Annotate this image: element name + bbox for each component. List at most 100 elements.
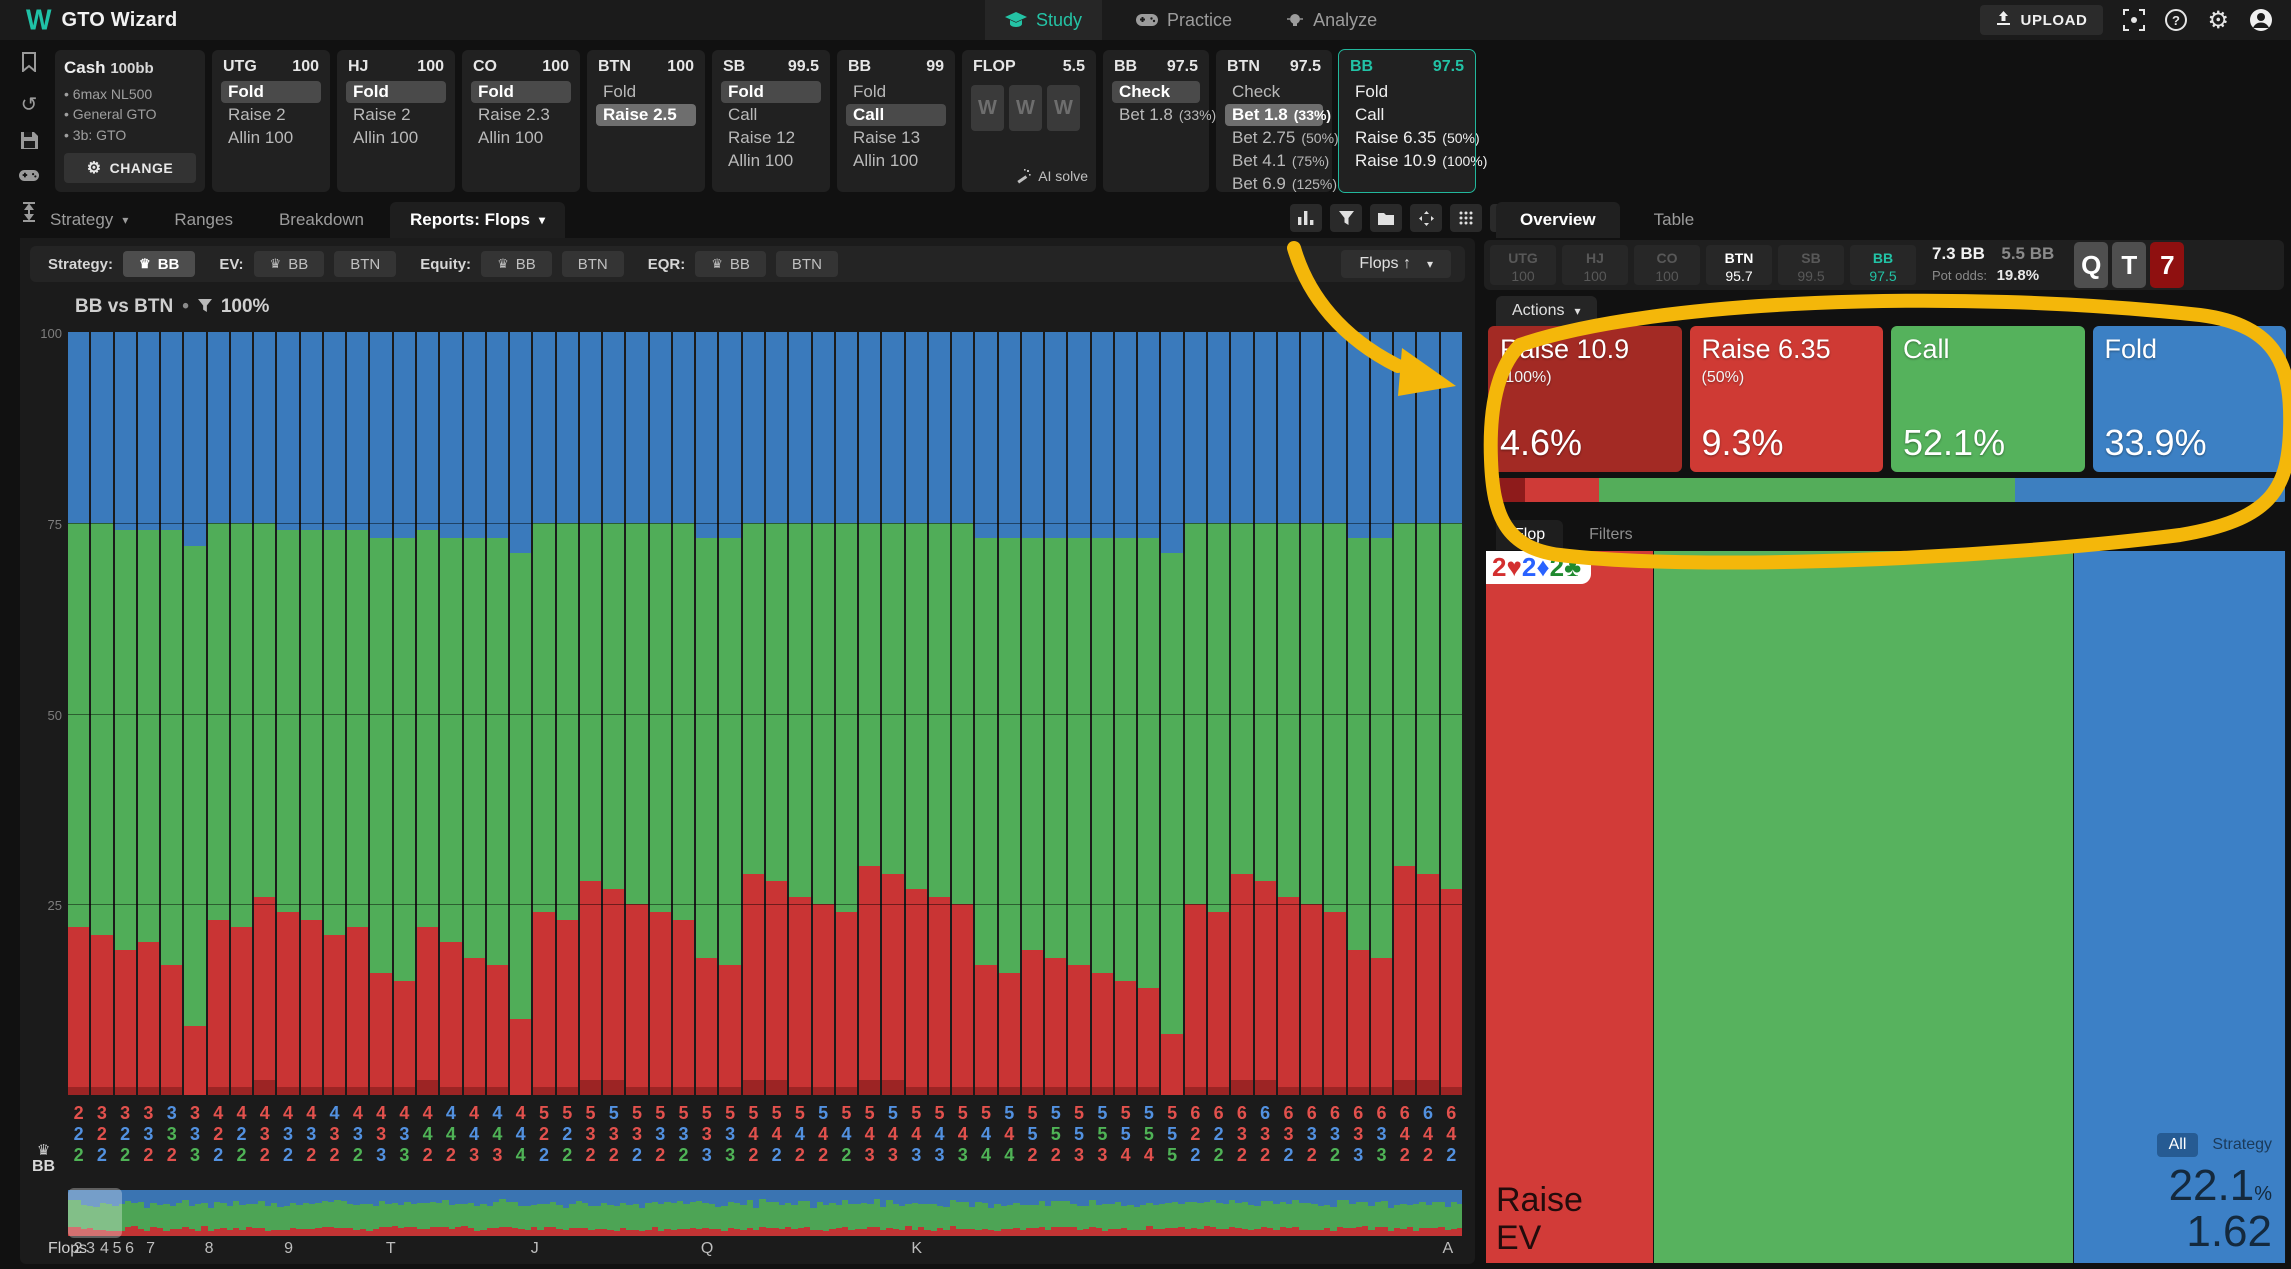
flop-strategy-bar[interactable]	[1370, 332, 1393, 1095]
flop-strategy-bar[interactable]	[114, 332, 136, 1095]
action-row[interactable]: Raise 10.9 (100%)	[1348, 150, 1487, 172]
action-row[interactable]: Fold	[721, 81, 821, 103]
flop-strategy-bar[interactable]	[161, 332, 183, 1095]
brand[interactable]: W GTO Wizard	[0, 5, 430, 33]
flop-strategy-bar[interactable]	[1277, 332, 1300, 1095]
toggle-strategy[interactable]: Strategy	[2212, 1135, 2272, 1153]
flop-strategy-bar[interactable]	[347, 332, 369, 1095]
position-cell-hj[interactable]: HJ 100	[1562, 245, 1628, 285]
flop-strategy-bar[interactable]	[486, 332, 509, 1095]
fit-screen-icon[interactable]	[1410, 204, 1442, 232]
flop-strategy-bar[interactable]	[905, 332, 927, 1095]
metric-toggle-btn[interactable]: BTN	[561, 251, 624, 277]
flops-minimap[interactable]	[68, 1190, 1462, 1236]
metric-toggle-bb[interactable]: ♛ BB	[695, 251, 766, 277]
screenshot-icon[interactable]	[2123, 9, 2146, 31]
action-row[interactable]: Fold	[346, 81, 446, 103]
flop-strategy-bar[interactable]	[1161, 332, 1183, 1095]
action-row[interactable]: Check	[1225, 81, 1323, 103]
metric-toggle-bb[interactable]: ♛ BB	[481, 251, 552, 277]
action-row[interactable]: Fold	[1348, 81, 1466, 103]
action-row[interactable]: Allin 100	[471, 127, 571, 149]
position-cell-btn[interactable]: BTN 95.7	[1706, 245, 1772, 285]
position-cell-sb[interactable]: SB 99.5	[1778, 245, 1844, 285]
flop-strategy-bar[interactable]	[579, 332, 602, 1095]
action-row[interactable]: Raise 6.35 (50%)	[1348, 127, 1480, 149]
action-row[interactable]: Fold	[596, 81, 696, 103]
flop-strategy-bar[interactable]	[440, 332, 462, 1095]
action-row[interactable]: Fold	[846, 81, 946, 103]
fit-height-icon[interactable]	[22, 202, 36, 227]
flop-strategy-bar[interactable]	[463, 332, 485, 1095]
upload-button[interactable]: UPLOAD	[1979, 5, 2104, 35]
bar-chart-icon[interactable]	[1290, 204, 1322, 232]
action-box-fold[interactable]: Fold 33.9%	[2092, 326, 2286, 472]
flops-sort-dropdown[interactable]: Flops ↑ ▾	[1341, 250, 1451, 278]
flop-strategy-bar[interactable]	[1208, 332, 1230, 1095]
action-row[interactable]: Allin 100	[721, 150, 821, 172]
position-cell-bb[interactable]: BB 97.5	[1850, 245, 1916, 285]
metric-toggle-bb[interactable]: ♛ BB	[253, 251, 325, 277]
action-row[interactable]: Raise 13	[846, 127, 946, 149]
save-icon[interactable]	[20, 132, 38, 154]
metric-toggle-btn[interactable]: BTN	[775, 251, 838, 277]
flop-strategy-bar[interactable]	[928, 332, 951, 1095]
nav-tab-study[interactable]: Study	[985, 0, 1103, 40]
action-row[interactable]: Bet 6.9 (125%)	[1225, 173, 1337, 195]
flop-strategy-bar[interactable]	[1021, 332, 1044, 1095]
flop-strategy-bar[interactable]	[184, 332, 206, 1095]
flop-strategy-bar[interactable]	[719, 332, 741, 1095]
flop-strategy-bar[interactable]	[1045, 332, 1067, 1095]
flop-strategy-bar[interactable]	[882, 332, 904, 1095]
flop-strategy-bar[interactable]	[859, 332, 881, 1095]
flop-strategy-bar[interactable]	[789, 332, 811, 1095]
account-icon[interactable]	[2249, 8, 2273, 32]
filter-icon[interactable]	[1330, 204, 1362, 232]
flop-strategy-bar[interactable]	[1301, 332, 1323, 1095]
flop-strategy-bar[interactable]	[1091, 332, 1113, 1095]
action-row[interactable]: Allin 100	[221, 127, 321, 149]
minimap-selection-window[interactable]	[68, 1188, 122, 1238]
gamepad-icon[interactable]	[19, 169, 39, 187]
tab-ranges[interactable]: Ranges	[174, 210, 233, 229]
action-box-raise-6-35[interactable]: Raise 6.35 (50%) 9.3%	[1689, 326, 1883, 472]
flop-strategy-bar[interactable]	[533, 332, 555, 1095]
nav-tab-practice[interactable]: Practice	[1116, 0, 1252, 40]
action-box-call[interactable]: Call 52.1%	[1891, 326, 2085, 472]
tab-reports-flops[interactable]: Reports: Flops ▾	[390, 202, 565, 238]
folder-icon[interactable]	[1370, 204, 1402, 232]
gear-icon[interactable]: ⚙	[2207, 6, 2229, 34]
tab-strategy[interactable]: Strategy ▾	[50, 210, 129, 229]
flop-strategy-bar[interactable]	[1347, 332, 1369, 1095]
flop-strategy-bar[interactable]	[370, 332, 392, 1095]
card-placeholder[interactable]: W	[1047, 85, 1080, 131]
flop-strategy-bar[interactable]	[1231, 332, 1253, 1095]
flop-strategy-bar[interactable]	[556, 332, 578, 1095]
flop-strategy-bar[interactable]	[1068, 332, 1090, 1095]
filter-icon[interactable]	[197, 296, 212, 318]
action-row[interactable]: Check	[1112, 81, 1200, 103]
flop-strategy-bar[interactable]	[672, 332, 695, 1095]
flop-strategy-bar[interactable]	[975, 332, 997, 1095]
flop-strategy-bar[interactable]	[277, 332, 299, 1095]
ai-solve-button[interactable]: AI solve	[1016, 168, 1088, 184]
card-placeholder[interactable]: W	[971, 85, 1004, 131]
action-row[interactable]: Bet 4.1 (75%)	[1225, 150, 1329, 172]
flop-strategy-bar[interactable]	[952, 332, 974, 1095]
flop-strategy-bar[interactable]	[998, 332, 1020, 1095]
help-icon[interactable]: ?	[2165, 9, 2188, 31]
action-row[interactable]: Fold	[471, 81, 571, 103]
action-row[interactable]: Raise 2.3	[471, 104, 571, 126]
flop-strategy-bar[interactable]	[742, 332, 764, 1095]
metric-toggle-bb[interactable]: ♛ BB	[123, 251, 196, 277]
change-settings-button[interactable]: ⚙ CHANGE	[64, 153, 196, 183]
flop-strategy-bar[interactable]	[393, 332, 415, 1095]
flop-strategy-bar[interactable]	[416, 332, 439, 1095]
toggle-all[interactable]: All	[2156, 1132, 2199, 1157]
tab-overview[interactable]: Overview	[1496, 202, 1620, 238]
flop-strategy-bar[interactable]	[765, 332, 788, 1095]
action-row[interactable]: Raise 2.5	[596, 104, 696, 126]
position-cell-utg[interactable]: UTG 100	[1490, 245, 1556, 285]
flop-strategy-bar[interactable]	[207, 332, 229, 1095]
flop-strategy-bar[interactable]	[1254, 332, 1276, 1095]
